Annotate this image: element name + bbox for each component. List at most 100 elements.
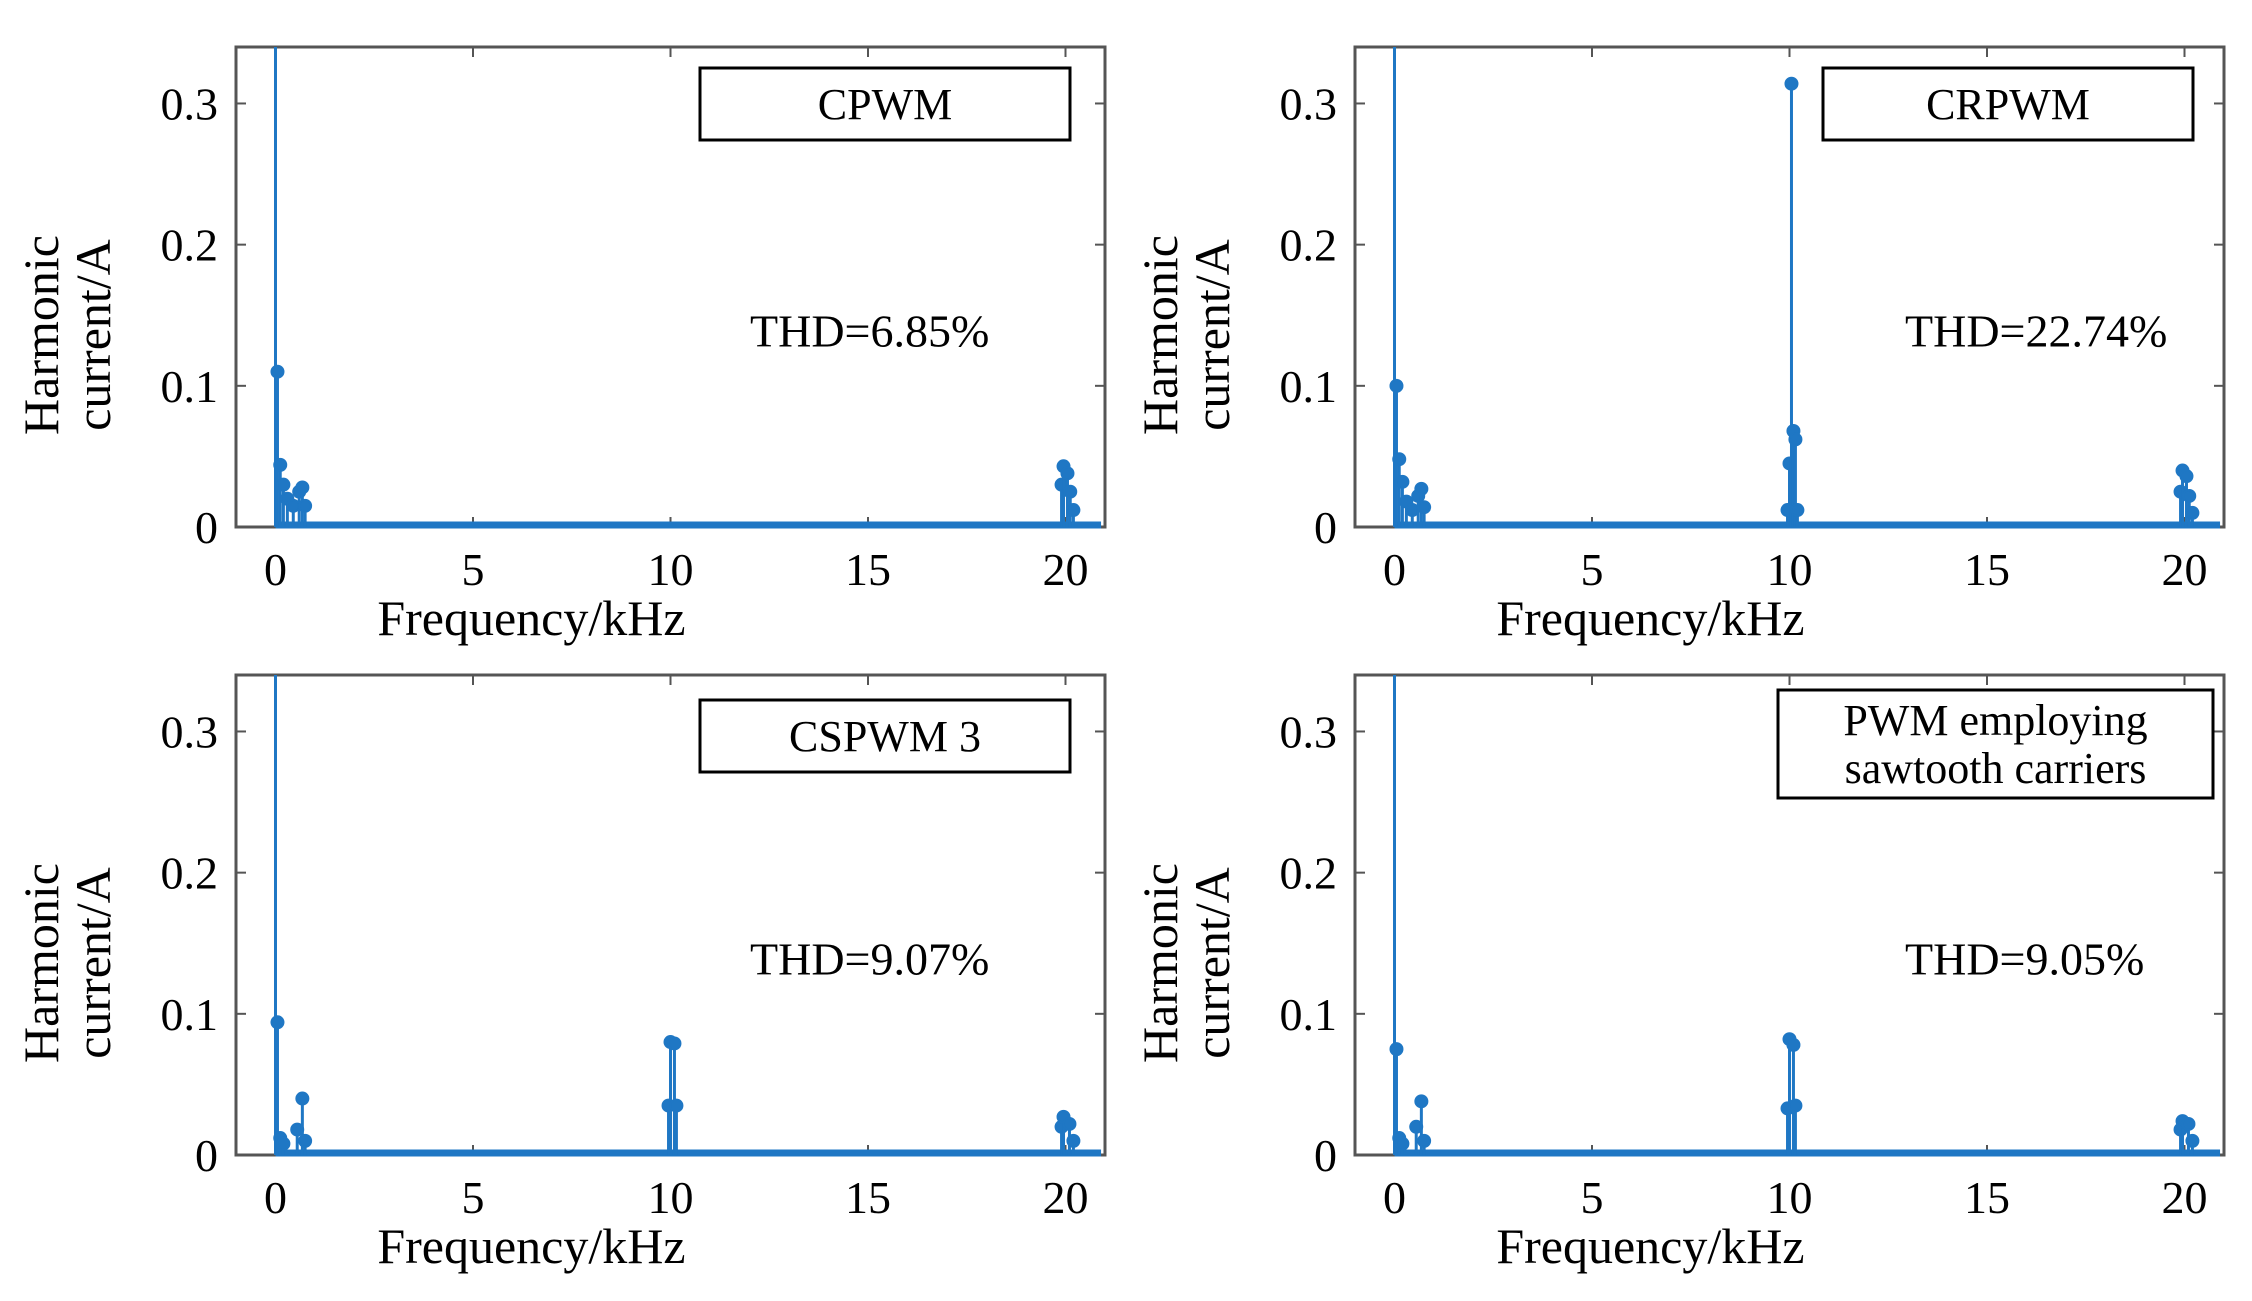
- y-tick-label: 0: [1314, 502, 1337, 553]
- y-tick-label: 0.1: [1280, 989, 1338, 1040]
- legend-box: [698, 66, 1072, 142]
- y-tick-label: 0.2: [1280, 220, 1338, 271]
- stem-marker: [1062, 1116, 1077, 1131]
- legend-label: PWM employing: [1843, 696, 2147, 745]
- stem-marker: [276, 477, 291, 492]
- chart-panel: 0 5 10 15 20 0 0.1 0.2 0.3 Frequency/kHz Harmonicc…: [13, 673, 1107, 1274]
- x-axis-title: Frequency/kHz: [377, 590, 685, 646]
- x-tick-label: 15: [1964, 1172, 2010, 1223]
- x-tick-label: 15: [845, 544, 891, 595]
- legend-label: CPWM: [818, 80, 952, 129]
- stem-marker: [1060, 466, 1075, 481]
- y-tick-label: 0.3: [1280, 706, 1338, 757]
- stem-marker: [295, 1091, 310, 1106]
- x-tick-label: 15: [845, 1172, 891, 1223]
- y-tick-label: 0.3: [161, 78, 219, 129]
- stem-marker: [1417, 1133, 1432, 1148]
- y-tick-label: 0.2: [1280, 848, 1338, 899]
- stem-marker: [2185, 1133, 2200, 1148]
- stem-marker: [2181, 1116, 2196, 1131]
- y-axis-title-line: current/A: [1184, 239, 1240, 431]
- stem-marker: [1788, 1098, 1803, 1113]
- y-tick-label: 0.1: [161, 361, 219, 412]
- y-axis-title-line: current/A: [65, 239, 121, 431]
- legend-label: CSPWM 3: [789, 712, 981, 761]
- x-tick-label: 0: [264, 1172, 287, 1223]
- stem-marker: [2185, 505, 2200, 520]
- x-tick-label: 0: [1383, 544, 1406, 595]
- x-tick-label: 5: [1581, 1172, 1604, 1223]
- y-tick-label: 0.2: [161, 220, 219, 271]
- stem-marker: [1405, 503, 1420, 518]
- y-tick-label: 0: [195, 1130, 218, 1181]
- stem-marker: [298, 498, 313, 513]
- stem-marker: [2182, 488, 2197, 503]
- y-tick-label: 0.3: [161, 706, 219, 757]
- stem-marker: [1790, 503, 1805, 518]
- chart-panel: 0 5 10 15 20 0 0.1 0.2 0.3 Frequency/kHz Harmonicc…: [1132, 45, 2226, 646]
- chart-panel: 0 5 10 15 20 0 0.1 0.2 0.3 Frequency/kHz Harmonicc…: [1132, 673, 2226, 1274]
- thd-annotation: THD=9.07%: [750, 934, 989, 985]
- y-axis-title-line: Harmonic: [1132, 235, 1188, 435]
- x-tick-label: 20: [2162, 1172, 2208, 1223]
- stem-marker: [1788, 432, 1803, 447]
- chart-panels: 0 5 10 15 2000.10.20.3Frequency/kHzHarmonicc…: [13, 45, 2226, 1274]
- x-tick-label: 5: [1581, 544, 1604, 595]
- stem-marker: [667, 1036, 682, 1051]
- stem-marker: [1066, 503, 1081, 518]
- stem-marker: [1417, 500, 1432, 515]
- x-axis-title: Frequency/kHz: [1496, 1218, 1804, 1274]
- stem-marker: [1395, 474, 1410, 489]
- stem-marker: [1395, 1136, 1410, 1151]
- x-tick-label: 10: [648, 1172, 694, 1223]
- y-tick-label: 0.2: [161, 848, 219, 899]
- x-tick-label: 20: [2162, 544, 2208, 595]
- x-tick-label: 5: [462, 1172, 485, 1223]
- stem-marker: [295, 480, 310, 495]
- x-axis-title: Frequency/kHz: [1496, 590, 1804, 646]
- x-tick-label: 20: [1043, 544, 1089, 595]
- stem-marker: [669, 1098, 684, 1113]
- thd-annotation: THD=6.85%: [750, 306, 989, 357]
- stem-marker: [1389, 1042, 1404, 1057]
- x-tick-label: 10: [648, 544, 694, 595]
- x-tick-label: 20: [1043, 1172, 1089, 1223]
- stem-marker: [270, 1015, 285, 1030]
- stem-marker: [1414, 1094, 1429, 1109]
- stem-marker: [1414, 481, 1429, 496]
- x-tick-label: 5: [462, 544, 485, 595]
- stem-marker: [298, 1133, 313, 1148]
- stem-marker: [270, 364, 285, 379]
- y-axis-title-line: Harmonic: [13, 235, 69, 435]
- legend-box: [1776, 688, 2215, 800]
- stem-marker: [1066, 1133, 1081, 1148]
- stem-marker: [1063, 484, 1078, 499]
- x-tick-label: 0: [1383, 1172, 1406, 1223]
- thd-annotation: THD=22.74%: [1905, 306, 2167, 357]
- legend-label: CRPWM: [1926, 80, 2090, 129]
- y-axis-title-line: current/A: [65, 867, 121, 1059]
- stem-marker: [2179, 469, 2194, 484]
- y-tick-label: 0: [195, 502, 218, 553]
- x-tick-label: 10: [1767, 544, 1813, 595]
- legend-box: [1821, 66, 2195, 142]
- thd-annotation: THD=9.05%: [1905, 934, 2144, 985]
- stem-marker: [286, 498, 301, 513]
- y-tick-label: 0.3: [1280, 78, 1338, 129]
- x-axis-title: Frequency/kHz: [377, 1218, 685, 1274]
- y-tick-label: 0.1: [1280, 361, 1338, 412]
- x-tick-label: 0: [264, 544, 287, 595]
- y-axis-title-line: current/A: [1184, 867, 1240, 1059]
- y-tick-label: 0.1: [161, 989, 219, 1040]
- x-tick-label: 15: [1964, 544, 2010, 595]
- y-axis-title-line: Harmonic: [13, 863, 69, 1063]
- stem-marker: [1786, 1037, 1801, 1052]
- stem-marker: [1392, 452, 1407, 467]
- legend-box: [698, 698, 1072, 774]
- stem-marker: [1784, 76, 1799, 91]
- stem-marker: [1389, 378, 1404, 393]
- stem-marker: [276, 1136, 291, 1151]
- x-tick-label: 10: [1767, 1172, 1813, 1223]
- y-axis-title-line: Harmonic: [1132, 863, 1188, 1063]
